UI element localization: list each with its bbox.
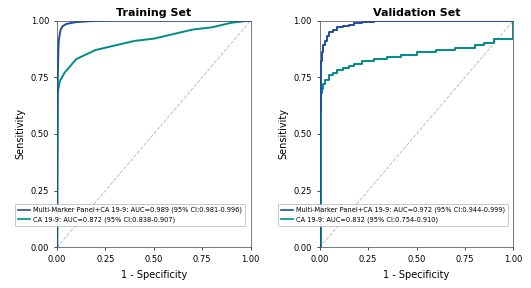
Title: Training Set: Training Set xyxy=(116,8,191,18)
Title: Validation Set: Validation Set xyxy=(373,8,460,18)
Legend: Multi-Marker Panel+CA 19-9: AUC=0.972 (95% CI:0.944-0.999), CA 19-9: AUC=0.832 (: Multi-Marker Panel+CA 19-9: AUC=0.972 (9… xyxy=(278,204,508,226)
X-axis label: 1 - Specificity: 1 - Specificity xyxy=(383,270,450,280)
Legend: Multi-Marker Panel+CA 19-9: AUC=0.989 (95% CI:0.981-0.996), CA 19-9: AUC=0.872 (: Multi-Marker Panel+CA 19-9: AUC=0.989 (9… xyxy=(15,204,245,226)
X-axis label: 1 - Specificity: 1 - Specificity xyxy=(121,270,187,280)
Y-axis label: Sensitivity: Sensitivity xyxy=(278,109,288,160)
Y-axis label: Sensitivity: Sensitivity xyxy=(15,109,25,160)
